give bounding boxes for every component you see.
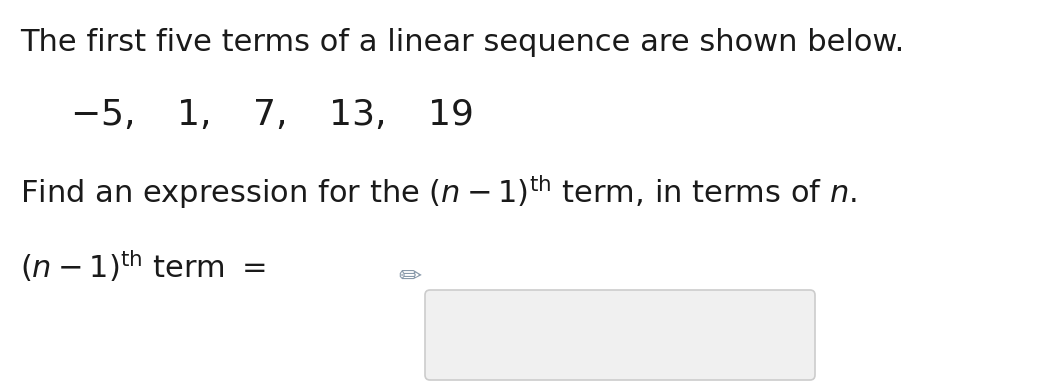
Text: $(n-1)^{\mathregular{th}}$ term $=$: $(n-1)^{\mathregular{th}}$ term $=$ [20,248,266,284]
Text: Find an expression for the $(n-1)^{\mathregular{th}}$ term, in terms of $n$.: Find an expression for the $(n-1)^{\math… [20,173,856,211]
Text: $-5,$   $1,$   $7,$   $13,$   $19$: $-5,$ $1,$ $7,$ $13,$ $19$ [70,98,472,132]
FancyBboxPatch shape [425,290,815,380]
Text: ✏: ✏ [398,263,421,291]
Text: The first five terms of a linear sequence are shown below.: The first five terms of a linear sequenc… [20,28,904,57]
